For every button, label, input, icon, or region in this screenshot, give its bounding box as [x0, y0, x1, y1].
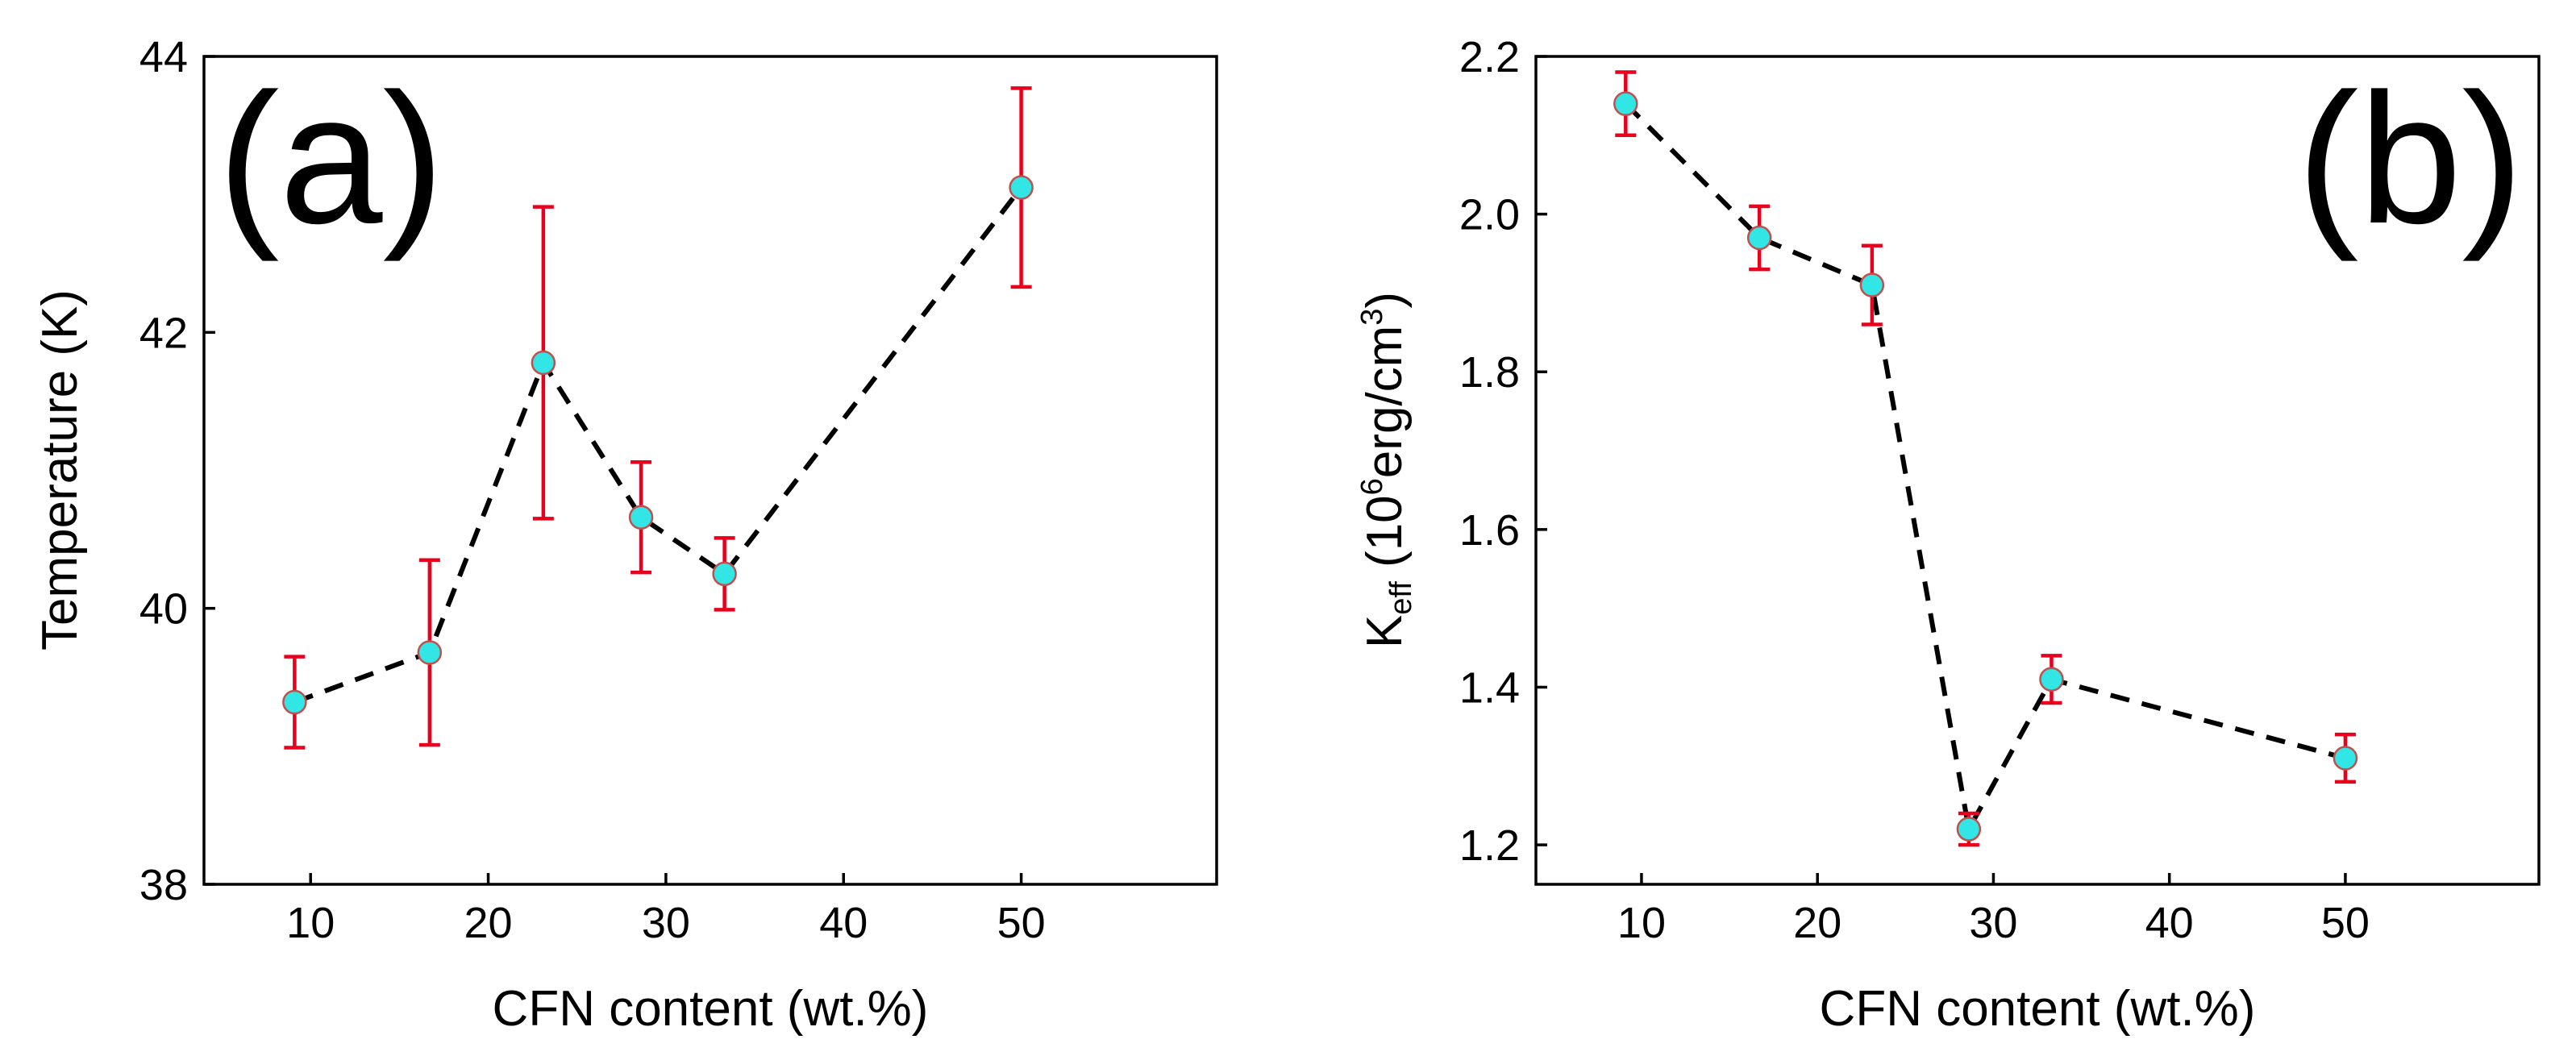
panel-a-data-points [282, 175, 1034, 715]
panel-b-x-tick-label: 40 [2145, 899, 2194, 947]
panel-a-data-point [712, 561, 737, 587]
panel-a-data-point [282, 689, 307, 715]
panel-b-data-point [1746, 225, 1772, 251]
panel-a-data-point [628, 505, 654, 530]
panel-b-y-tick-label: 2.2 [1459, 33, 1520, 81]
ylabel-exp-6: 6 [1355, 478, 1389, 495]
ylabel-k: K [1357, 615, 1413, 648]
panel-b-trend-line [1624, 102, 2346, 837]
panel-a-plot-frame [202, 55, 1218, 886]
ylabel-unit: erg/cm [1357, 326, 1413, 478]
panel-a-chart: 10 20 30 40 50 38 40 42 44 (a) CFN content (wt.%… [32, 33, 1218, 1037]
panel-a-y-tick-label: 38 [139, 861, 188, 909]
panel-a-y-tick-label: 44 [139, 33, 188, 81]
panel-a-x-tick-label: 10 [286, 899, 335, 947]
panel-b-data-points [1613, 91, 2358, 842]
panel-b-x-tick-label: 10 [1617, 899, 1666, 947]
panel-b-x-tick-label: 50 [2321, 899, 2370, 947]
panel-b-data-point [1859, 272, 1885, 297]
ylabel-exp-3: 3 [1355, 309, 1389, 326]
panel-b-data-point [2039, 667, 2064, 692]
ylabel-open: (10 [1357, 495, 1413, 581]
panel-b-tag: (b) [2297, 55, 2524, 262]
panel-a-x-axis-label: CFN content (wt.%) [493, 981, 929, 1037]
panel-a-ticks: 10 20 30 40 50 38 40 42 44 [139, 33, 1046, 947]
panel-b-x-tick-label: 20 [1793, 899, 1841, 947]
panel-b-y-tick-label: 2.0 [1459, 191, 1520, 239]
panel-b-data-point [2333, 746, 2358, 771]
panel-a-x-tick-label: 40 [819, 899, 868, 947]
panel-b-trend [1624, 102, 2346, 837]
panel-a-y-tick-label: 40 [139, 585, 188, 634]
panel-b-y-tick-label: 1.4 [1459, 663, 1520, 712]
panel-a-x-tick-label: 20 [464, 899, 513, 947]
panel-b-x-axis-label: CFN content (wt.%) [1820, 981, 2256, 1037]
panel-a-data-point [531, 350, 556, 376]
panel-a-trend-line [293, 185, 1023, 705]
panel-a-y-axis-label: Temperature (K) [32, 289, 88, 651]
panel-b-ticks: 10 20 30 40 50 1.2 1.4 1.6 1.8 2.0 2.2 [1459, 33, 2370, 947]
panel-a-x-tick-label: 30 [642, 899, 690, 947]
panel-a-x-tick-label: 50 [997, 899, 1046, 947]
ylabel-eff-sub: eff [1384, 581, 1418, 615]
panel-b-x-tick-label: 30 [1969, 899, 2017, 947]
panel-b-chart: 10 20 30 40 50 1.2 1.4 1.6 1.8 2.0 2.2 (b) CFN con… [1355, 33, 2541, 1037]
panel-b-y-tick-label: 1.8 [1459, 348, 1520, 397]
panel-a-trend [293, 185, 1023, 705]
panel-b-y-tick-label: 1.6 [1459, 506, 1520, 555]
panel-b-data-point [1956, 817, 1982, 842]
panel-a-tag: (a) [218, 55, 444, 262]
panel-a-y-tick-label: 42 [139, 309, 188, 357]
panel-b-y-tick-label: 1.2 [1459, 821, 1520, 870]
panel-b-data-point [1613, 91, 1638, 116]
panel-a-data-point [1009, 175, 1034, 200]
panel-b-y-axis-label: Keff (106erg/cm3) [1355, 292, 1418, 648]
panel-a-data-point [417, 640, 443, 665]
ylabel-close: ) [1357, 292, 1413, 309]
panel-b-plot-frame [1534, 55, 2541, 886]
